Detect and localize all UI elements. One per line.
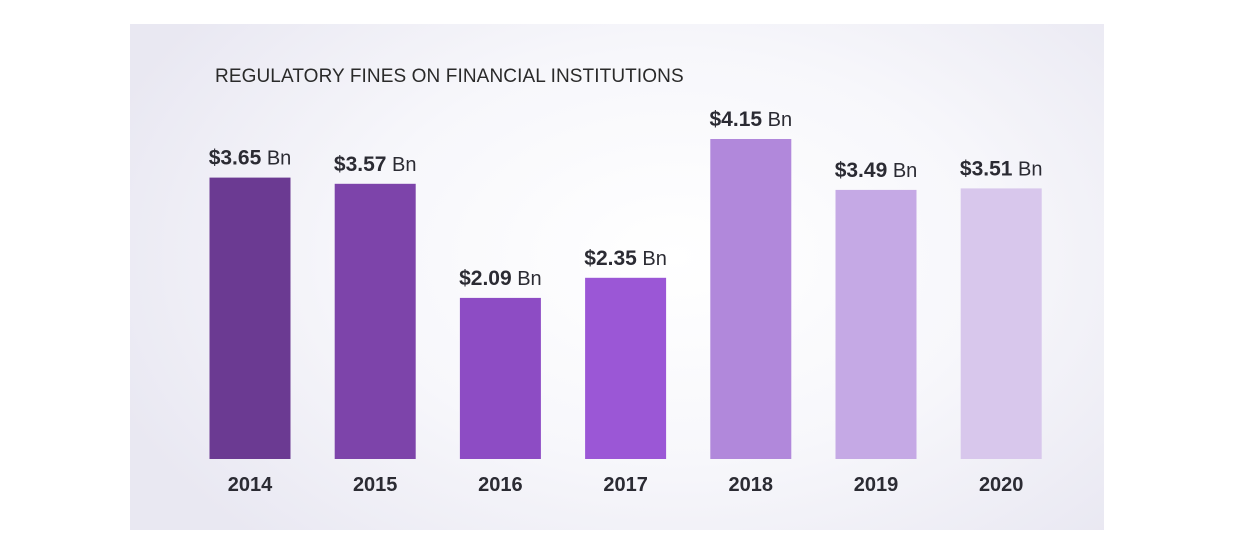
bar-2014 <box>209 177 291 459</box>
x-tick-label-2014: 2014 <box>228 474 273 496</box>
value-label-2018: $4.15 Bn <box>710 108 793 131</box>
value-label-unit: Bn <box>637 248 667 270</box>
bar-2017 <box>585 277 667 459</box>
chart-panel: REGULATORY FINES ON FINANCIAL INSTITUTIO… <box>130 24 1104 530</box>
value-label-unit: Bn <box>386 154 416 176</box>
value-label-amount: $3.49 <box>835 159 888 182</box>
bar-chart: $3.65 Bn 2014 $3.57 Bn 2015 $2.09 Bn 2016 $2.3… <box>209 108 1043 496</box>
value-label-amount: $2.09 <box>459 267 512 290</box>
x-tick-label-2015: 2015 <box>353 474 398 496</box>
value-label-2016: $2.09 Bn <box>459 267 542 290</box>
bar-2015 <box>334 183 416 460</box>
value-label-amount: $4.15 <box>710 108 763 131</box>
value-label-unit: Bn <box>887 160 917 182</box>
bar-2020 <box>960 188 1042 459</box>
value-label-2017: $2.35 Bn <box>584 247 667 270</box>
value-label-2020: $3.51 Bn <box>960 157 1043 180</box>
chart-title: REGULATORY FINES ON FINANCIAL INSTITUTIO… <box>215 66 684 87</box>
value-label-amount: $3.57 <box>334 153 387 176</box>
value-label-unit: Bn <box>762 109 792 131</box>
x-tick-label-2020: 2020 <box>979 474 1024 496</box>
value-label-unit: Bn <box>512 268 542 290</box>
x-tick-label-2017: 2017 <box>603 474 648 496</box>
value-label-amount: $3.51 <box>960 157 1013 180</box>
x-tick-label-2016: 2016 <box>478 474 523 496</box>
value-label-2014: $3.65 Bn <box>209 147 292 170</box>
x-tick-label-2019: 2019 <box>854 474 899 496</box>
value-label-2019: $3.49 Bn <box>835 159 918 182</box>
x-tick-label-2018: 2018 <box>729 474 774 496</box>
value-label-unit: Bn <box>261 148 291 170</box>
value-label-unit: Bn <box>1012 158 1042 180</box>
bar-2018 <box>710 139 792 459</box>
value-label-2015: $3.57 Bn <box>334 153 417 176</box>
bar-2016 <box>459 297 541 459</box>
bar-2019 <box>835 189 917 459</box>
value-label-amount: $2.35 <box>584 247 637 270</box>
value-label-amount: $3.65 <box>209 147 262 170</box>
